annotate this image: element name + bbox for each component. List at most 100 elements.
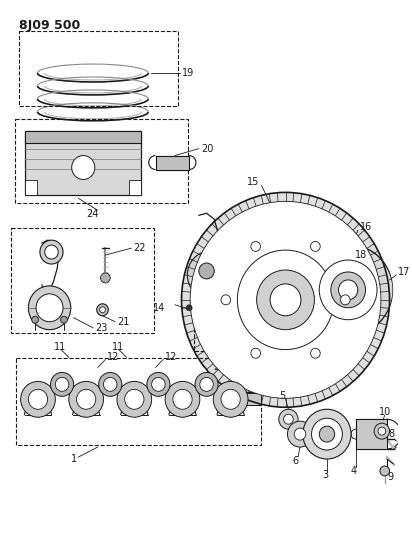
Circle shape bbox=[51, 373, 74, 397]
Circle shape bbox=[40, 240, 63, 264]
Bar bbox=[26, 181, 37, 196]
Bar bbox=[26, 131, 141, 196]
Bar bbox=[26, 131, 141, 143]
Text: 1: 1 bbox=[71, 454, 77, 464]
Bar bbox=[194, 296, 263, 351]
Text: 23: 23 bbox=[95, 322, 107, 333]
Text: 8: 8 bbox=[389, 429, 395, 439]
Text: 13: 13 bbox=[254, 265, 266, 275]
Circle shape bbox=[340, 295, 350, 305]
Circle shape bbox=[311, 418, 342, 450]
Text: 3: 3 bbox=[322, 470, 328, 480]
Circle shape bbox=[339, 280, 358, 300]
Circle shape bbox=[21, 382, 55, 417]
Bar bbox=[15, 119, 188, 203]
Text: 16: 16 bbox=[360, 222, 372, 232]
Bar bbox=[129, 181, 141, 196]
Circle shape bbox=[28, 286, 71, 330]
Circle shape bbox=[187, 251, 234, 299]
Circle shape bbox=[319, 260, 377, 320]
Circle shape bbox=[311, 241, 320, 252]
Circle shape bbox=[186, 305, 192, 311]
Text: 18: 18 bbox=[355, 250, 367, 260]
Circle shape bbox=[237, 250, 334, 350]
Circle shape bbox=[319, 426, 335, 442]
Circle shape bbox=[374, 423, 390, 439]
Circle shape bbox=[257, 270, 314, 330]
Circle shape bbox=[251, 241, 260, 252]
Circle shape bbox=[213, 225, 358, 375]
Circle shape bbox=[196, 260, 225, 290]
Text: 15: 15 bbox=[247, 177, 260, 188]
Circle shape bbox=[200, 377, 213, 391]
Circle shape bbox=[36, 294, 63, 322]
Circle shape bbox=[195, 373, 218, 397]
Text: 2: 2 bbox=[213, 362, 220, 373]
Text: 24: 24 bbox=[86, 209, 98, 219]
Circle shape bbox=[294, 428, 306, 440]
Circle shape bbox=[100, 307, 105, 313]
Polygon shape bbox=[30, 384, 68, 399]
Circle shape bbox=[311, 348, 320, 358]
Circle shape bbox=[288, 421, 313, 447]
Polygon shape bbox=[78, 384, 116, 399]
Text: 14: 14 bbox=[152, 303, 165, 313]
Circle shape bbox=[103, 377, 117, 391]
Circle shape bbox=[61, 316, 68, 323]
Circle shape bbox=[28, 389, 48, 409]
Bar bbox=[21, 393, 38, 405]
Text: 19: 19 bbox=[182, 68, 194, 78]
Circle shape bbox=[221, 295, 231, 305]
Text: 11: 11 bbox=[112, 342, 124, 352]
Circle shape bbox=[77, 389, 96, 409]
Circle shape bbox=[251, 348, 260, 358]
Circle shape bbox=[99, 373, 122, 397]
Circle shape bbox=[101, 273, 110, 283]
Circle shape bbox=[32, 316, 38, 323]
Circle shape bbox=[331, 272, 365, 308]
Text: 10: 10 bbox=[379, 407, 391, 417]
Circle shape bbox=[69, 382, 103, 417]
Circle shape bbox=[378, 427, 386, 435]
Text: 21: 21 bbox=[117, 317, 129, 327]
Circle shape bbox=[125, 389, 144, 409]
Text: 12: 12 bbox=[108, 352, 120, 361]
Circle shape bbox=[45, 245, 58, 259]
Text: 11: 11 bbox=[54, 342, 67, 352]
Circle shape bbox=[199, 263, 214, 279]
Circle shape bbox=[213, 382, 248, 417]
Bar bbox=[19, 31, 178, 106]
Circle shape bbox=[182, 192, 390, 407]
Polygon shape bbox=[175, 384, 212, 399]
Circle shape bbox=[303, 409, 351, 459]
Text: 12: 12 bbox=[165, 352, 178, 361]
Text: 22: 22 bbox=[133, 243, 146, 253]
Circle shape bbox=[165, 382, 200, 417]
Wedge shape bbox=[353, 249, 393, 330]
Circle shape bbox=[270, 284, 301, 316]
Circle shape bbox=[97, 304, 108, 316]
Bar bbox=[237, 393, 262, 405]
Text: 8J09 500: 8J09 500 bbox=[19, 19, 80, 33]
Circle shape bbox=[221, 389, 240, 409]
Circle shape bbox=[283, 414, 293, 424]
Circle shape bbox=[72, 156, 95, 180]
Text: 5: 5 bbox=[279, 391, 285, 401]
Text: 17: 17 bbox=[398, 267, 411, 277]
Bar bbox=[239, 382, 255, 392]
Text: 7: 7 bbox=[242, 365, 248, 375]
Polygon shape bbox=[126, 384, 164, 399]
Circle shape bbox=[152, 377, 165, 391]
Bar bbox=[16, 358, 262, 445]
Bar bbox=[356, 419, 387, 449]
Circle shape bbox=[55, 377, 69, 391]
Bar bbox=[11, 228, 154, 333]
Circle shape bbox=[380, 466, 390, 476]
Circle shape bbox=[279, 409, 298, 429]
Text: 9: 9 bbox=[388, 472, 394, 482]
Circle shape bbox=[117, 382, 152, 417]
Circle shape bbox=[147, 373, 170, 397]
Text: 6: 6 bbox=[292, 456, 298, 466]
Circle shape bbox=[173, 389, 192, 409]
Text: 4: 4 bbox=[351, 466, 357, 476]
